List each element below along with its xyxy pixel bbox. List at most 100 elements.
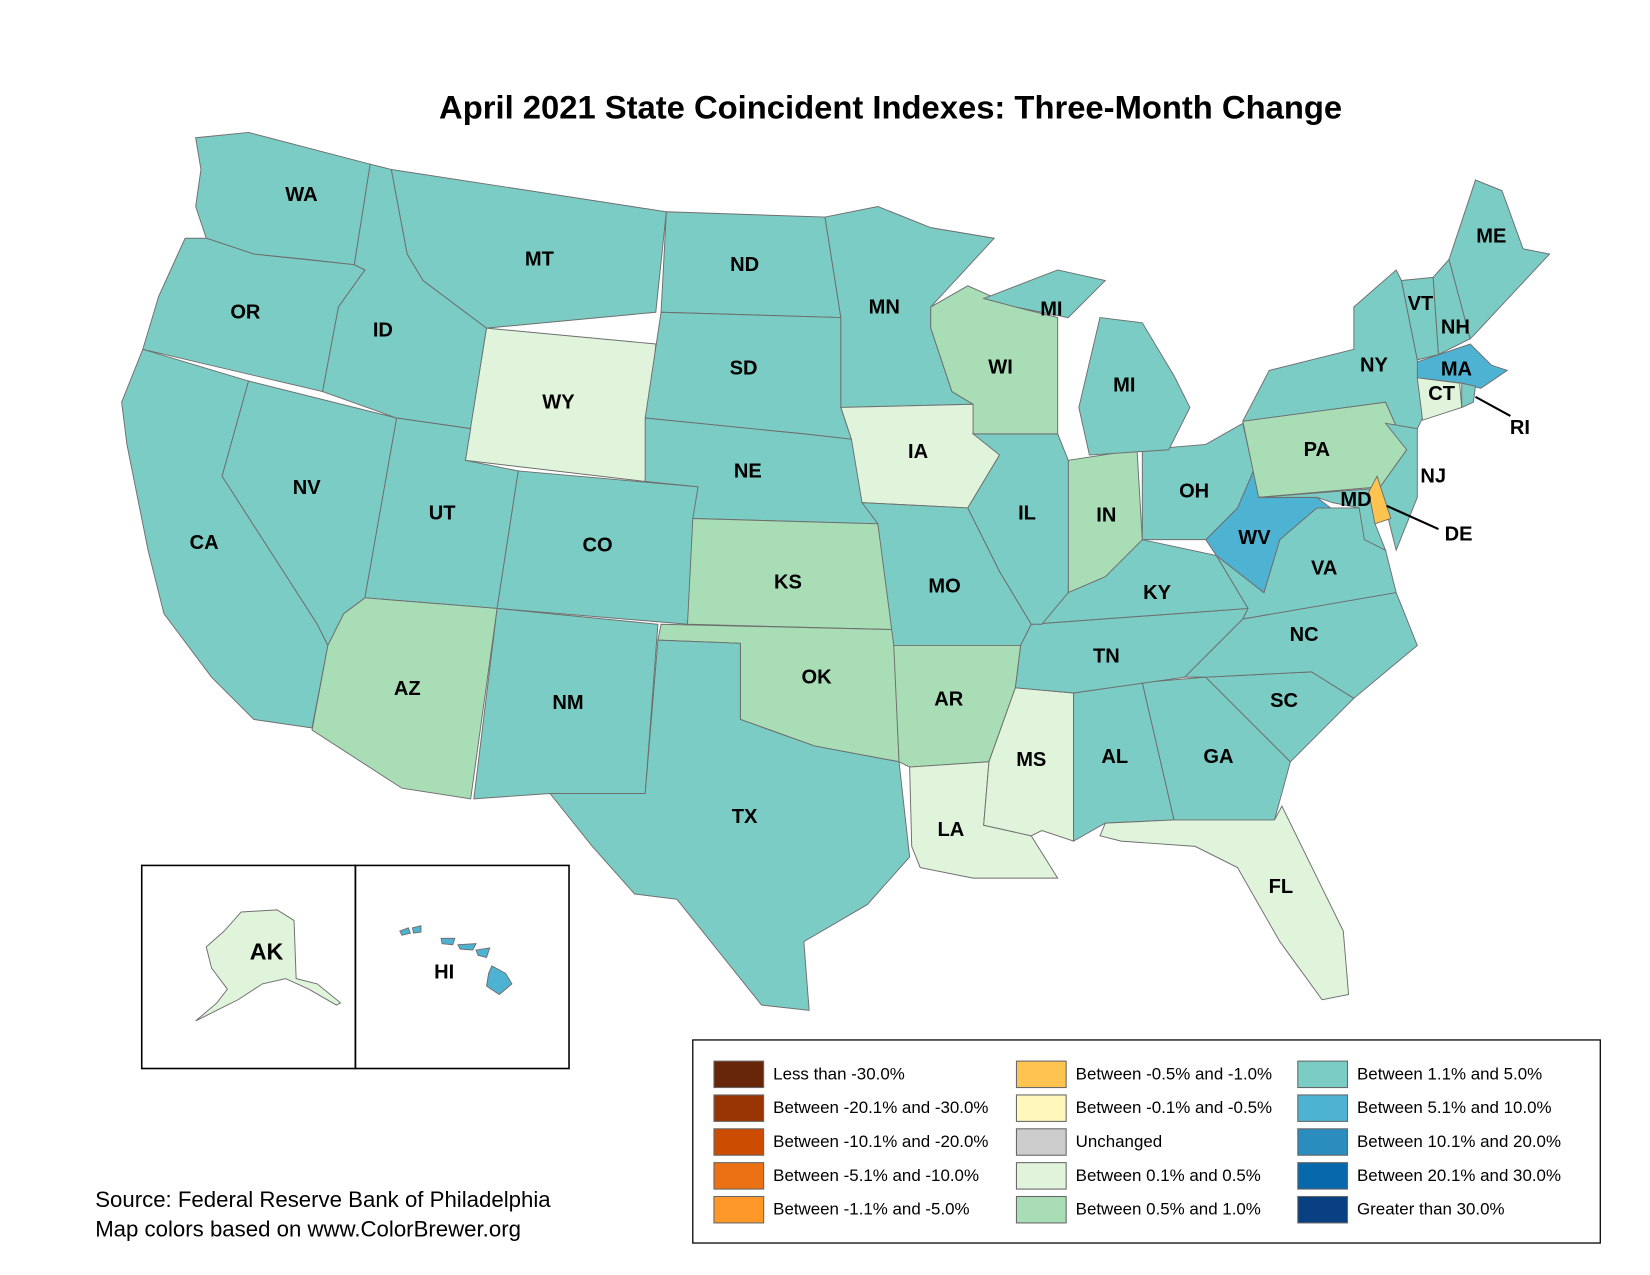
legend-swatch bbox=[1015, 1128, 1067, 1156]
label-nh: NH bbox=[1441, 316, 1470, 338]
legend-label: Between 10.1% and 20.0% bbox=[1357, 1132, 1561, 1151]
label-wa: WA bbox=[285, 184, 317, 206]
legend-swatch bbox=[1015, 1162, 1067, 1190]
label-ne: NE bbox=[734, 460, 762, 482]
legend: Less than -30.0% Between -20.1% and -30.0… bbox=[692, 1039, 1601, 1244]
legend-label: Less than -30.0% bbox=[773, 1064, 905, 1083]
label-de: DE bbox=[1445, 524, 1473, 546]
label-tx: TX bbox=[732, 806, 758, 828]
label-ok: OK bbox=[801, 667, 832, 689]
legend-item: Unchanged bbox=[1015, 1128, 1162, 1156]
legend-item: Greater than 30.0% bbox=[1297, 1195, 1505, 1224]
legend-item: Between -0.5% and -1.0% bbox=[1015, 1060, 1272, 1089]
state-mi bbox=[1078, 317, 1191, 456]
legend-item: Between 0.1% and 0.5% bbox=[1015, 1162, 1261, 1190]
state-ak bbox=[195, 909, 342, 1022]
label-nc: NC bbox=[1290, 624, 1319, 646]
label-in: IN bbox=[1096, 505, 1116, 527]
label-ms: MS bbox=[1016, 749, 1046, 771]
label-ar: AR bbox=[934, 689, 963, 711]
inset-maps: AK HI bbox=[140, 864, 570, 1070]
de-callout-line bbox=[1386, 504, 1439, 531]
label-sc: SC bbox=[1270, 690, 1298, 712]
label-fl: FL bbox=[1269, 876, 1294, 898]
legend-swatch bbox=[713, 1094, 765, 1122]
legend-swatch bbox=[713, 1195, 765, 1224]
state-fl bbox=[1099, 805, 1350, 1001]
legend-label: Between -0.1% and -0.5% bbox=[1076, 1098, 1272, 1117]
legend-swatch bbox=[1015, 1094, 1067, 1122]
legend-frame bbox=[692, 1039, 1601, 1244]
state-labels: WA OR CA NV ID MT WY UT CO AZ NM ND SD N… bbox=[190, 184, 1530, 898]
label-ky: KY bbox=[1143, 582, 1171, 604]
legend-swatch bbox=[1297, 1195, 1349, 1224]
label-ga: GA bbox=[1203, 746, 1233, 768]
state-il bbox=[967, 433, 1069, 625]
legend-swatch bbox=[713, 1162, 765, 1190]
label-ma: MA bbox=[1441, 359, 1472, 381]
legend-label: Between 20.1% and 30.0% bbox=[1357, 1166, 1561, 1185]
legend-item: Between 20.1% and 30.0% bbox=[1297, 1162, 1561, 1190]
state-de bbox=[1368, 474, 1392, 525]
label-id: ID bbox=[373, 320, 393, 342]
legend-item: Between -0.1% and -0.5% bbox=[1015, 1094, 1272, 1122]
legend-swatch bbox=[1297, 1094, 1349, 1122]
legend-label: Between 1.1% and 5.0% bbox=[1357, 1064, 1542, 1083]
legend-item: Between -10.1% and -20.0% bbox=[713, 1128, 988, 1156]
state-mi-upper bbox=[982, 269, 1107, 319]
label-mn: MN bbox=[869, 296, 900, 318]
state-ga bbox=[1141, 676, 1291, 821]
legend-label: Between -5.1% and -10.0% bbox=[773, 1166, 979, 1185]
legend-label: Between 5.1% and 10.0% bbox=[1357, 1098, 1552, 1117]
legend-item: Between 10.1% and 20.0% bbox=[1297, 1128, 1561, 1156]
legend-label: Greater than 30.0% bbox=[1357, 1200, 1505, 1219]
legend-swatch bbox=[1297, 1128, 1349, 1156]
label-la: LA bbox=[937, 819, 964, 841]
legend-item: Less than -30.0% bbox=[713, 1060, 905, 1089]
label-mo: MO bbox=[928, 576, 960, 598]
label-ct: CT bbox=[1428, 383, 1455, 405]
legend-swatch bbox=[1015, 1060, 1067, 1089]
label-ut: UT bbox=[429, 503, 456, 525]
label-mi: MI bbox=[1113, 375, 1135, 397]
label-nj: NJ bbox=[1420, 466, 1446, 488]
legend-label: Unchanged bbox=[1076, 1132, 1162, 1151]
legend-swatch bbox=[713, 1128, 765, 1156]
state-hi bbox=[399, 925, 513, 996]
label-me: ME bbox=[1476, 225, 1506, 247]
label-tn: TN bbox=[1093, 645, 1120, 667]
legend-item: Between 5.1% and 10.0% bbox=[1297, 1094, 1552, 1122]
label-nd: ND bbox=[730, 254, 759, 276]
label-pa: PA bbox=[1304, 439, 1330, 461]
label-il: IL bbox=[1018, 503, 1036, 525]
label-nv: NV bbox=[293, 477, 321, 499]
label-co: CO bbox=[583, 534, 613, 556]
legend-swatch bbox=[1015, 1195, 1067, 1224]
legend-item: Between 1.1% and 5.0% bbox=[1297, 1060, 1542, 1089]
map-title: April 2021 State Coincident Indexes: Thr… bbox=[439, 89, 1342, 126]
legend-label: Between 0.5% and 1.0% bbox=[1076, 1200, 1261, 1219]
legend-item: Between 0.5% and 1.0% bbox=[1015, 1195, 1261, 1224]
label-hi: HI bbox=[434, 962, 454, 984]
ri-callout-line bbox=[1474, 395, 1511, 417]
legend-swatch bbox=[1297, 1060, 1349, 1089]
label-az: AZ bbox=[394, 678, 421, 700]
legend-swatch bbox=[1297, 1162, 1349, 1190]
label-vt: VT bbox=[1408, 293, 1434, 315]
state-tx bbox=[549, 639, 911, 1011]
legend-item: Between -20.1% and -30.0% bbox=[713, 1094, 988, 1122]
label-va: VA bbox=[1311, 558, 1337, 580]
legend-label: Between -20.1% and -30.0% bbox=[773, 1098, 988, 1117]
label-mt: MT bbox=[525, 249, 555, 271]
legend-label: Between -0.5% and -1.0% bbox=[1076, 1064, 1272, 1083]
label-nm: NM bbox=[552, 692, 583, 714]
label-ca: CA bbox=[190, 532, 219, 554]
state-ri bbox=[1461, 382, 1477, 409]
label-al: AL bbox=[1101, 746, 1128, 768]
source-line-1: Source: Federal Reserve Bank of Philadel… bbox=[95, 1187, 551, 1212]
label-mi-upper: MI bbox=[1040, 298, 1062, 320]
legend-swatch bbox=[713, 1060, 765, 1089]
label-ak: AK bbox=[250, 938, 284, 964]
label-oh: OH bbox=[1179, 480, 1209, 502]
